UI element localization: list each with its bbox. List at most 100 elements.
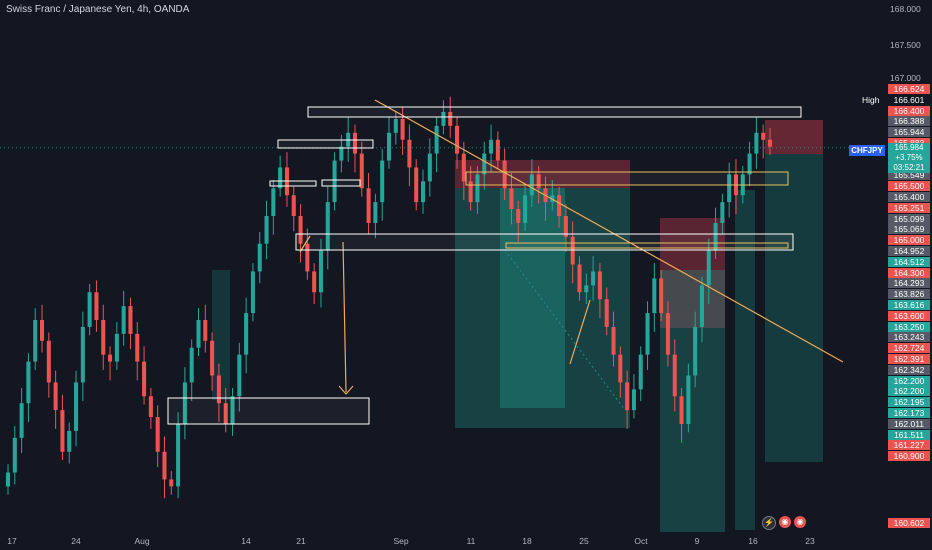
drawn-rectangle [277,139,374,149]
price-tick: 167.000 [890,73,921,83]
candle-body [339,146,344,161]
drawn-rectangle [307,106,802,118]
candle-body [162,451,167,480]
trade-zone [660,270,725,532]
drawn-rectangle [465,171,789,186]
candle-body [19,403,24,438]
candle-body [373,202,378,223]
candle-body [727,174,732,203]
candle-body [686,375,691,424]
candle-body [352,132,358,154]
time-tick: 23 [805,536,815,546]
candle-body [182,382,187,424]
candle-body [509,188,514,210]
time-tick: 14 [241,536,251,546]
price-tag: 165.500 [888,181,930,192]
candle-body [489,139,494,154]
trade-zone [765,154,823,462]
price-tag: 163.250 [888,321,930,332]
trade-zone [455,188,630,428]
path-line [504,249,626,411]
price-tag: 162.342 [888,364,930,375]
candle-body [393,118,398,133]
candle-body [665,313,670,355]
candle-body [672,354,677,397]
time-tick: Aug [134,536,150,546]
candle-body [101,320,106,355]
candle-body [291,195,296,216]
candle-body [53,382,58,411]
event-icon[interactable]: ◉ [794,516,806,528]
drawn-rectangle [269,180,317,187]
candle-body [305,243,310,272]
candle-body [441,112,446,126]
candle-body [312,271,317,293]
time-tick: 21 [296,536,306,546]
candle-body [325,202,330,251]
candle-body [557,195,562,216]
trade-zone [500,188,565,408]
candle-body [625,382,630,411]
price-tag: 162.200 [888,375,930,386]
time-tick: 25 [579,536,589,546]
candle-body [216,375,221,404]
candle-body [693,326,698,376]
time-tick: 11 [466,536,476,546]
candle-body [679,396,684,424]
drawn-rectangle [295,233,794,251]
candle-body [761,132,766,140]
trendline [569,299,591,365]
candle-body [597,271,602,300]
candle-body [33,320,38,362]
price-tag: 161.227 [888,440,930,451]
candle-body [475,174,480,203]
candle-body [108,354,113,362]
price-tag: 162.391 [888,354,930,364]
candle-body [250,271,255,314]
candle-body [502,160,507,189]
candle-body [278,167,283,189]
candle-body [747,153,752,175]
candle-body [767,139,773,147]
candle-body [386,132,392,161]
candle-body [591,271,596,286]
lightning-icon[interactable]: ⚡ [762,516,776,530]
candle-body [271,188,276,216]
time-tick: 9 [694,536,700,546]
candle-body [455,125,460,154]
price-tag: 160.900 [888,451,930,462]
candle-body [155,417,160,452]
last-price: 165.984 [894,143,924,152]
time-tick: Sep [393,536,409,546]
candle-body [135,333,140,362]
candle-body [495,139,500,161]
candle-body [318,250,323,293]
last-price-tag: 165.984 +3.75% 03:52:21 [888,143,930,173]
price-tag: 160.602 [888,518,930,528]
candle-body [148,396,153,418]
candle-body [203,320,208,341]
candle-body [420,181,426,203]
candle-body [244,313,249,355]
candle-body [5,472,11,487]
price-tag: 162.195 [888,397,930,408]
candle-body [332,160,337,203]
candle-body [230,396,235,424]
candle-body [12,437,17,473]
price-tag: 163.616 [888,300,930,310]
price-tag: 166.388 [888,116,930,127]
candle-body [60,410,65,452]
price-tag: 161.511 [888,429,930,440]
chart-status-icons[interactable]: ⚡ ◉ ◉ [762,516,806,530]
candle-body [380,160,385,203]
price-tag: 164.300 [888,267,930,278]
alert-icon[interactable]: ◉ [779,516,791,528]
candle-body [611,326,616,355]
price-tag: 163.600 [888,310,930,321]
candle-body [659,278,664,314]
candle-body [128,306,133,334]
candle-body [67,430,72,452]
time-tick: 24 [71,536,81,546]
candle-body [298,216,303,244]
